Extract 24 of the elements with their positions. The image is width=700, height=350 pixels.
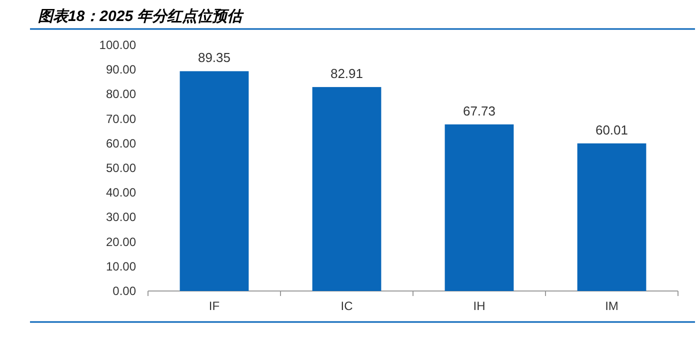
y-tick-label: 0.00 xyxy=(112,284,136,298)
y-tick-label: 60.00 xyxy=(106,136,136,150)
x-tick-label: IC xyxy=(340,299,354,313)
y-tick-label: 80.00 xyxy=(106,87,136,102)
data-label: 60.01 xyxy=(595,122,628,138)
x-tick-label: IH xyxy=(473,299,486,313)
bar xyxy=(577,143,646,291)
bar xyxy=(312,87,382,291)
y-tick-label: 40.00 xyxy=(106,186,136,200)
data-label: 82.91 xyxy=(330,66,364,82)
data-label: 67.73 xyxy=(462,103,496,118)
chart-title: 图表18：2025 年分红点位预估 xyxy=(38,8,244,25)
x-tick-label: IM xyxy=(605,299,618,313)
y-tick-label: 30.00 xyxy=(106,210,136,224)
data-label: 89.35 xyxy=(198,50,231,66)
x-tick-label: IF xyxy=(208,299,220,313)
bar xyxy=(444,124,514,291)
y-tick-label: 10.00 xyxy=(106,259,136,274)
bar xyxy=(180,71,249,291)
y-tick-label: 50.00 xyxy=(106,161,136,175)
y-tick-label: 70.00 xyxy=(106,112,136,126)
y-tick-label: 20.00 xyxy=(106,234,136,249)
y-tick-label: 90.00 xyxy=(106,62,136,77)
y-tick-label: 100.00 xyxy=(99,38,136,52)
